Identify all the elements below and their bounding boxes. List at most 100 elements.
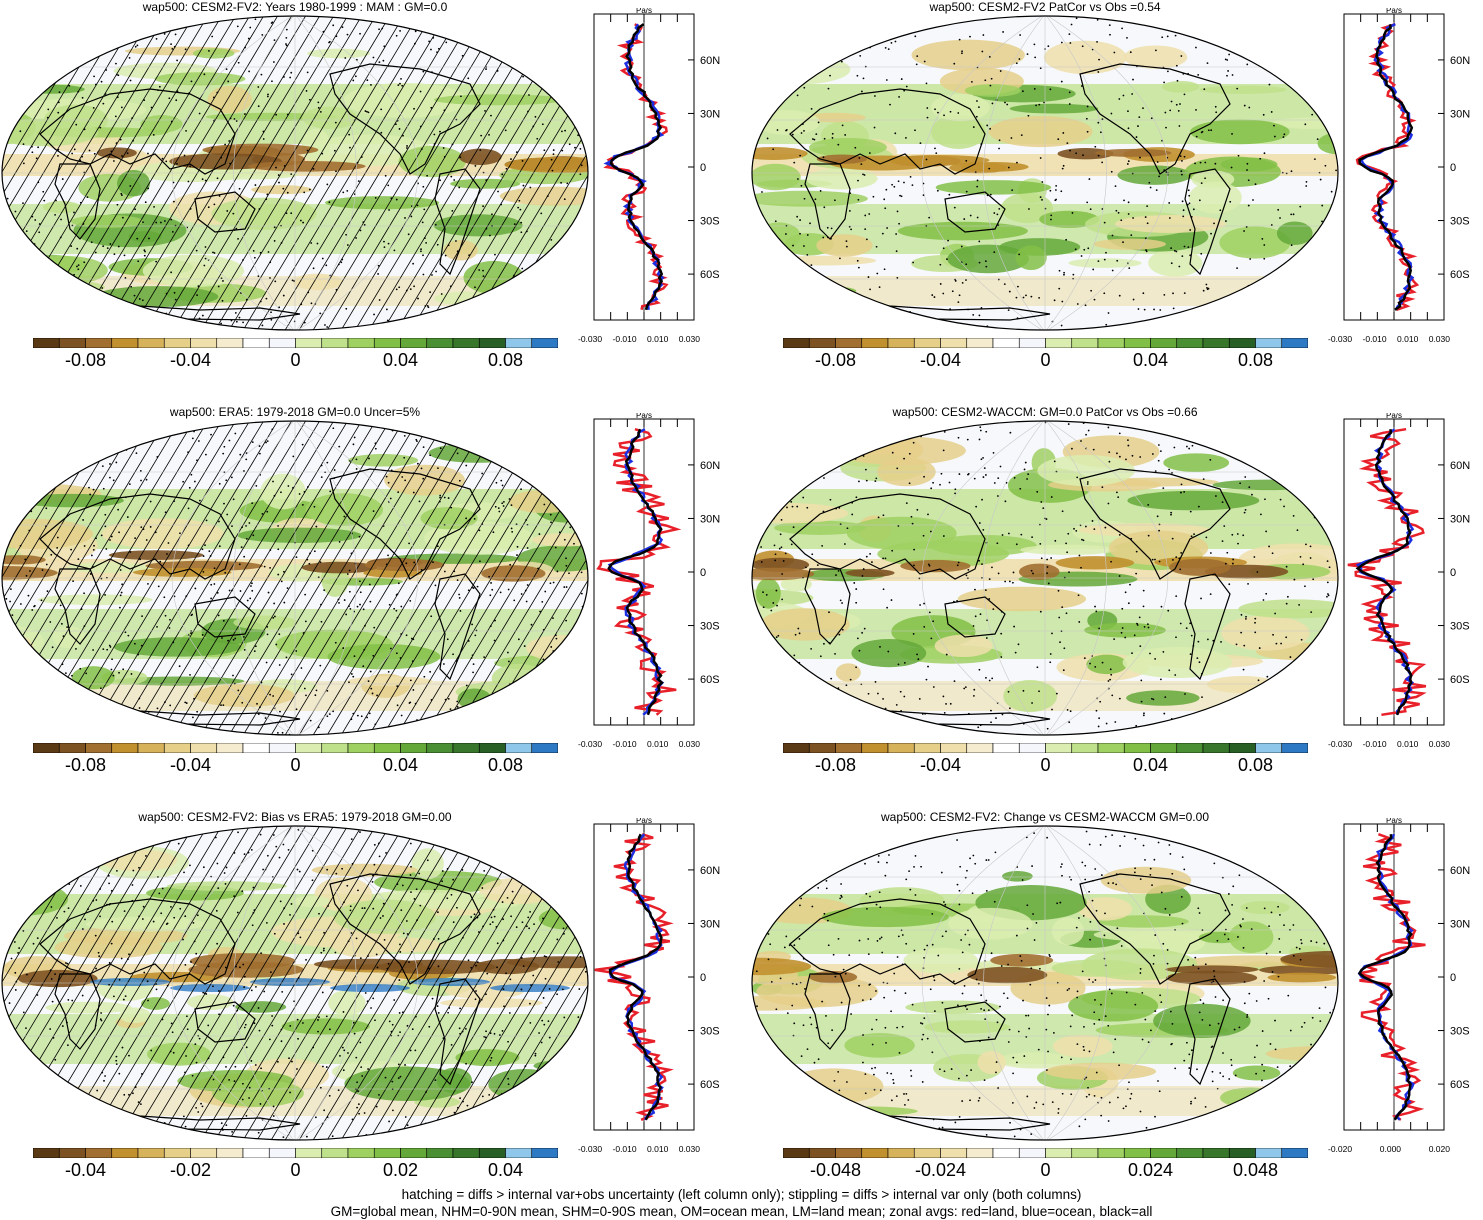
colorbar-swatch [1124,743,1150,753]
colorbar-swatch [532,338,558,348]
colorbar-swatch [33,1148,59,1158]
colorbar-swatch [269,743,295,753]
robinson-map [750,14,1340,332]
colorbar-swatch [374,1148,400,1158]
colorbar-tick-label: -0.02 [151,1160,231,1181]
zonal-x-tick-label: 0.010 [647,1144,668,1154]
colorbar-tick-label: 0.08 [466,755,546,776]
zonal-ocean-line [610,429,663,715]
colorbar-tick-label: 0.08 [1216,350,1296,371]
latitude-tick-label: 60S [1450,1079,1470,1091]
latitude-tick-label: 30N [1450,108,1470,120]
latitude-tick-label: 0 [1450,972,1456,984]
zonal-all-line [611,24,662,310]
colorbar-tick-label: 0.04 [361,755,441,776]
latitude-tick-label: 30N [700,918,720,930]
colorbar-swatch [479,338,505,348]
zonal-x-tick-label: 0.010 [1397,334,1418,344]
colorbar-swatch [322,1148,348,1158]
colorbar-swatch [967,1148,993,1158]
colorbar-swatch [506,1148,532,1158]
colorbar-tick-label: 0.04 [1111,755,1191,776]
colorbar-swatch [112,338,138,348]
latitude-tick-label: 30S [700,216,720,228]
latitude-tick-label: 30S [1450,216,1470,228]
robinson-map [0,419,590,737]
colorbar-swatch [217,338,243,348]
colorbar-swatch [914,743,940,753]
colorbar-tick-label: 0.04 [1111,350,1191,371]
colorbar-swatch [217,1148,243,1158]
colorbar-swatch [1229,1148,1255,1158]
zonal-x-tick-label: -0.030 [1328,739,1352,749]
zonal-land-line [598,429,677,715]
latitude-tick-label: 60N [700,55,720,67]
colorbar-swatch [164,338,190,348]
colorbar-swatch [427,1148,453,1158]
zonal-x-tick-label: -0.010 [613,739,637,749]
colorbar-swatch [506,338,532,348]
colorbar-swatch [914,338,940,348]
colorbar-tick-label: -0.04 [151,350,231,371]
colorbar-swatch [532,743,558,753]
colorbar-swatch [809,1148,835,1158]
figure-panel: wap500: CESM2-FV2 PatCor vs Obs =0.54-0.… [750,0,1483,400]
footer-line-2: GM=global mean, NHM=0-90N mean, SHM=0-90… [0,1203,1483,1220]
latitude-tick-label: 30S [1450,621,1470,633]
colorbar-swatch [191,1148,217,1158]
colorbar-tick-label: 0 [1006,1160,1086,1181]
zonal-x-tick-label: 0.030 [1429,739,1450,749]
figure-panel: wap500: CESM2-WACCM: GM=0.0 PatCor vs Ob… [750,405,1483,805]
colorbar-swatch [862,743,888,753]
colorbar-swatch [164,1148,190,1158]
latitude-tick-label: 30S [700,621,720,633]
zonal-x-tick-label: -0.030 [578,334,602,344]
colorbar-swatch [993,1148,1019,1158]
figure-panel: wap500: CESM2-FV2: Bias vs ERA5: 1979-20… [0,810,740,1210]
colorbar [33,743,558,753]
colorbar-swatch [59,1148,85,1158]
colorbar-tick-label: 0.024 [1111,1160,1191,1181]
colorbar-swatch [59,338,85,348]
colorbar-swatch [1282,338,1308,348]
latitude-tick-label: 30N [700,513,720,525]
colorbar-swatch [1256,1148,1282,1158]
colorbar-swatch [1151,338,1177,348]
colorbar-swatch [862,1148,888,1158]
zonal-x-tick-label: -0.030 [578,1144,602,1154]
colorbar-swatch [862,338,888,348]
colorbar-swatch [941,1148,967,1158]
colorbar-swatch [217,743,243,753]
colorbar-swatch [1177,1148,1203,1158]
latitude-tick-label: 0 [700,567,706,579]
zonal-x-tick-label: 0.030 [1429,334,1450,344]
colorbar-swatch [783,338,809,348]
zonal-x-tick-label: -0.010 [613,334,637,344]
latitude-tick-label: 60S [1450,674,1470,686]
colorbar-swatch [453,338,479,348]
colorbar-swatch [967,338,993,348]
colorbar-swatch [138,338,164,348]
colorbar-swatch [967,743,993,753]
robinson-map [0,824,590,1142]
colorbar-tick-label: 0.08 [1216,755,1296,776]
colorbar-swatch [86,338,112,348]
figure-panel: wap500: ERA5: 1979-2018 GM=0.0 Uncer=5%-… [0,405,740,805]
colorbar-swatch [993,743,1019,753]
colorbar-swatch [1072,338,1098,348]
colorbar-swatch [138,743,164,753]
colorbar-tick-label: -0.048 [796,1160,876,1181]
colorbar-swatch [1072,743,1098,753]
colorbar-swatch [1151,743,1177,753]
latitude-tick-label: 60N [1450,55,1470,67]
zonal-x-tick-label: -0.030 [578,739,602,749]
zonal-x-tick-label: 0.030 [679,739,700,749]
latitude-tick-label: 0 [700,972,706,984]
colorbar-swatch [296,743,322,753]
